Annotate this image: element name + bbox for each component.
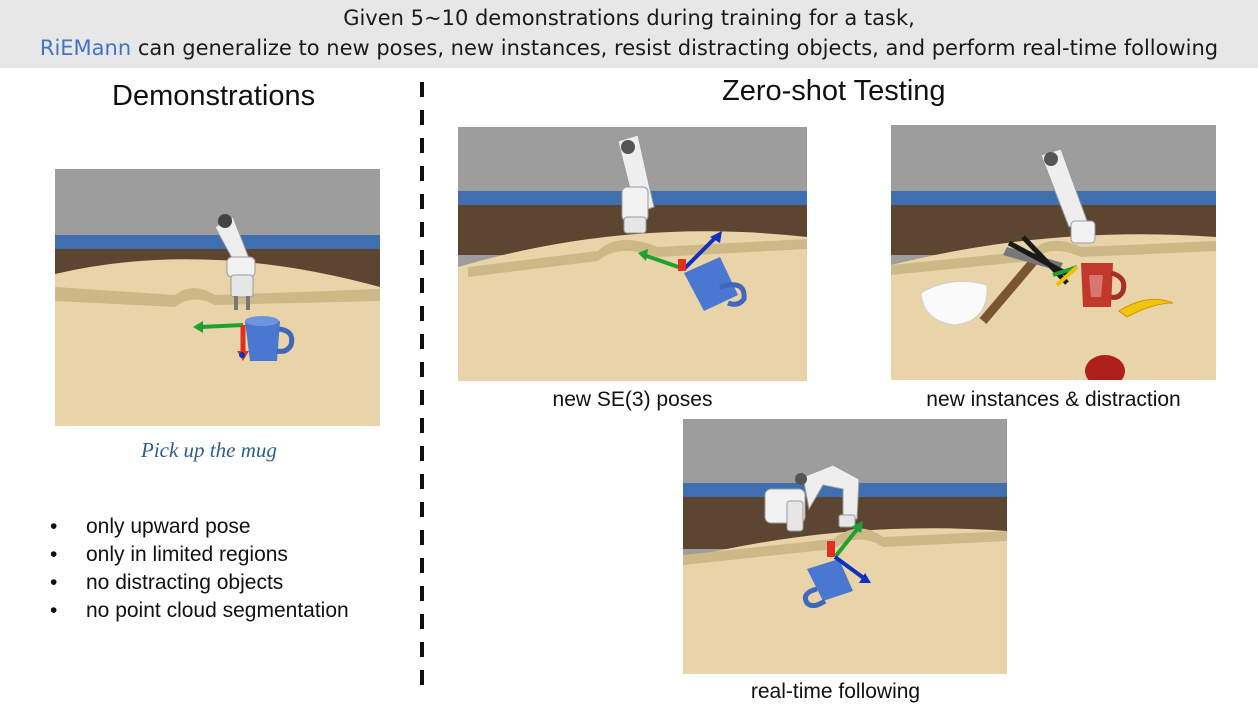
pose-axes-demo	[193, 321, 249, 361]
limitations-list: • only upward pose • only in limited regio…	[50, 513, 349, 625]
limitation-item: • only in limited regions	[50, 541, 349, 569]
bullet-glyph: •	[50, 543, 58, 566]
limitation-text: only upward pose	[86, 515, 251, 538]
new-poses-scene-image	[458, 127, 807, 381]
real-time-following-scene-image	[683, 419, 1007, 674]
dashed-divider	[420, 82, 424, 698]
limitation-item: • no distracting objects	[50, 569, 349, 597]
mug-demo	[245, 316, 295, 361]
bullet-glyph: •	[50, 599, 58, 622]
bullet-glyph: •	[50, 571, 58, 594]
limitation-text: only in limited regions	[86, 543, 288, 566]
header-line-2: RiEMann can generalize to new poses, new…	[0, 36, 1258, 60]
robot-arm-following	[764, 464, 860, 532]
bullet-glyph: •	[50, 515, 58, 538]
pose-axes-following	[827, 521, 871, 583]
header-line-1: Given 5~10 demonstrations during trainin…	[343, 6, 915, 30]
caption-new-instances: new instances & distraction	[926, 388, 1181, 411]
caption-real-time-following: real-time following	[750, 680, 921, 703]
caption-new-poses: new SE(3) poses	[552, 388, 713, 411]
task-label: Pick up the mug	[141, 438, 277, 462]
demonstration-scene-image	[55, 169, 380, 426]
apple	[1085, 355, 1125, 380]
limitation-text: no point cloud segmentation	[86, 599, 349, 622]
zero-shot-title: Zero-shot Testing	[722, 75, 946, 107]
robot-arm-poses	[617, 134, 655, 234]
new-instances-scene-image	[891, 125, 1216, 380]
limitation-item: • no point cloud segmentation	[50, 597, 349, 625]
demonstrations-title: Demonstrations	[112, 80, 316, 112]
limitation-text: no distracting objects	[86, 571, 284, 594]
header-banner: Given 5~10 demonstrations during trainin…	[0, 0, 1258, 68]
pliers	[1007, 235, 1071, 285]
pose-axes-instances	[1052, 265, 1079, 287]
robot-arm-demo	[214, 214, 256, 310]
mug-poses	[684, 257, 747, 311]
limitation-item: • only upward pose	[50, 513, 349, 541]
brand-name: RiEMann	[39, 36, 132, 60]
pose-axes-poses	[638, 231, 722, 271]
bowl	[920, 280, 988, 326]
robot-arm-instances	[1040, 148, 1096, 244]
banana	[1118, 298, 1174, 318]
red-mug	[1081, 263, 1127, 307]
mug-following	[802, 559, 853, 609]
header-line-2-text: can generalize to new poses, new instanc…	[131, 36, 1219, 60]
